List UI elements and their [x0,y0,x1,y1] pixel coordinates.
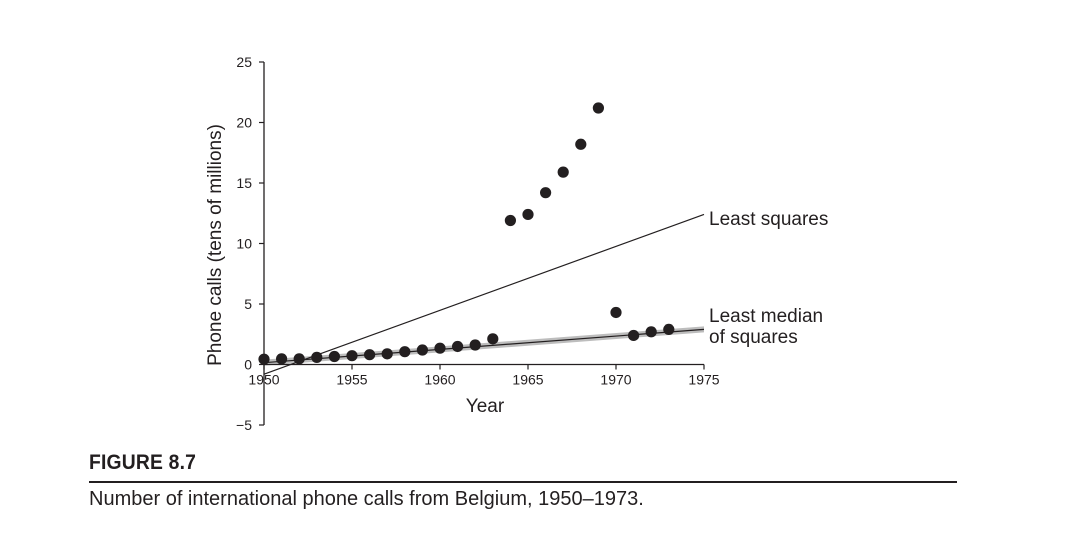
x-axis-title: Year [466,396,505,417]
data-point [434,342,446,354]
data-point [276,353,288,365]
caption-divider [89,481,957,483]
data-point [469,339,481,351]
data-point [258,353,270,365]
data-point [557,166,569,178]
figure-label: FIGURE 8.7 [89,451,197,474]
x-tick-label: 1975 [688,372,719,388]
data-point [645,326,657,338]
data-point [293,353,305,365]
lms-label-line2: of squares [709,327,798,348]
data-point [504,214,516,227]
least-squares-label: Least squares [709,209,828,230]
lms-label-line1: Least median [709,306,823,327]
y-axis-title: Phone calls (tens of millions) [205,124,226,366]
data-point [540,187,552,199]
data-point [487,333,499,345]
data-point [663,323,675,336]
data-point [381,348,393,360]
data-point [610,306,622,319]
data-point [364,349,376,361]
data-points [258,102,675,365]
x-tick-label: 1960 [424,372,455,388]
x-tick-label: 1965 [512,372,543,388]
data-point [628,329,640,342]
least-squares-line [263,213,705,375]
y-tick-label: 15 [236,175,252,191]
y-tick-label: 0 [244,357,252,373]
y-tick-label: 20 [236,115,252,131]
y-tick-label: −5 [236,417,252,433]
y-tick-label: 5 [244,296,252,312]
y-tick-label: 25 [236,54,252,70]
x-tick-label: 1950 [248,372,279,388]
y-tick-label: 10 [236,236,252,252]
data-point [575,138,587,150]
data-point [311,351,323,363]
data-point [346,350,358,362]
data-point [399,346,411,358]
x-tick-label: 1970 [600,372,631,388]
data-point [452,340,464,353]
axes: −5 0 5 10 15 20 25 1950 1955 1960 1965 1970 1975 [236,54,720,433]
figure-caption: Number of international phone calls from… [89,488,644,510]
x-tick-label: 1955 [336,372,367,388]
data-point [522,208,534,221]
fit-lines [263,213,705,375]
data-point [328,350,340,363]
data-point [416,344,428,356]
scatter-chart: −5 0 5 10 15 20 25 1950 1955 1960 1965 1970 1975 Yea… [205,54,828,433]
data-point [592,102,605,114]
